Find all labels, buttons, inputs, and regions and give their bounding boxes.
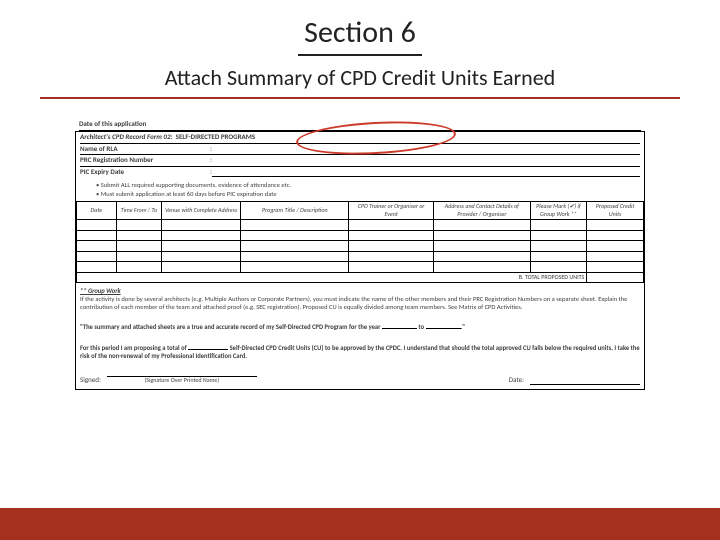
- signature-row: Signed: (Signature Over Printed Name) Da…: [80, 376, 640, 385]
- instructions: Submit ALL required supporting documents…: [80, 178, 640, 201]
- certification-line-2: For this period I am proposing a total o…: [80, 344, 640, 360]
- date-of-application-label: Date of this application: [79, 120, 146, 129]
- form-box: Architect's CPD Record Form 02: SELF-DIR…: [75, 131, 645, 390]
- table-col-header: Date: [77, 202, 117, 220]
- table-col-header: CPD Trainer or Organiser or Event: [349, 202, 434, 220]
- table-row: [77, 230, 644, 241]
- table-col-header: Please Mark (✔) if Group Work **: [530, 202, 587, 220]
- subtitle-underline: Attach Summary of CPD Credit Units Earne…: [40, 64, 680, 99]
- subtitle: Attach Summary of CPD Credit Units Earne…: [40, 64, 680, 91]
- signature-caption: (Signature Over Printed Name): [107, 376, 257, 385]
- form-image: Date of this application Architect's CPD…: [75, 119, 645, 390]
- prc-label: PRC Registration Number: [80, 156, 210, 165]
- table-col-header: Venue with Complete Address: [162, 202, 241, 220]
- bullet-2: Must submit application at least 60 days…: [96, 190, 640, 198]
- table-header-row: DateTime From / ToVenue with Complete Ad…: [77, 202, 644, 220]
- cpd-table: DateTime From / ToVenue with Complete Ad…: [76, 201, 644, 283]
- signed-label: Signed:: [80, 376, 101, 385]
- form-header-right: SELF-DIRECTED PROGRAMS: [176, 132, 256, 141]
- certification-line-1: "The summary and attached sheets are a t…: [80, 323, 640, 331]
- footer-bar: [0, 508, 720, 540]
- group-work-note: ** Group Work If the activity is done by…: [80, 287, 640, 311]
- table-row: [77, 262, 644, 273]
- pic-label: PIC Expiry Date: [80, 168, 210, 177]
- table-col-header: Time From / To: [116, 202, 161, 220]
- prc-row: PRC Registration Number :: [80, 155, 640, 167]
- pic-row: PIC Expiry Date :: [80, 167, 640, 178]
- date-label: Date:: [509, 376, 524, 385]
- table-row: [77, 251, 644, 262]
- date-of-application-row: Date of this application: [75, 119, 645, 131]
- section-title: Section 6: [298, 14, 422, 56]
- name-row: Name of RLA :: [80, 144, 640, 156]
- table-row: [77, 241, 644, 252]
- group-work-body: If the activity is done by several archi…: [80, 295, 627, 311]
- table-row: [77, 220, 644, 231]
- slide: Section 6 Attach Summary of CPD Credit U…: [0, 0, 720, 540]
- title-block: Section 6 Attach Summary of CPD Credit U…: [0, 0, 720, 99]
- table-col-header: Address and Contact Details of Provider …: [434, 202, 530, 220]
- table-total-row: B. TOTAL PROPOSED UNITS: [77, 272, 644, 283]
- name-label: Name of RLA: [80, 145, 210, 154]
- form-header-left: Architect's CPD Record Form 02:: [80, 132, 172, 141]
- bullet-1: Submit ALL required supporting documents…: [96, 181, 640, 189]
- form-header: Architect's CPD Record Form 02: SELF-DIR…: [80, 132, 640, 144]
- group-work-heading: ** Group Work: [80, 287, 121, 295]
- table-col-header: Program Title / Description: [241, 202, 349, 220]
- table-col-header: Proposed Credit Units: [587, 202, 644, 220]
- date-blank: [530, 384, 640, 385]
